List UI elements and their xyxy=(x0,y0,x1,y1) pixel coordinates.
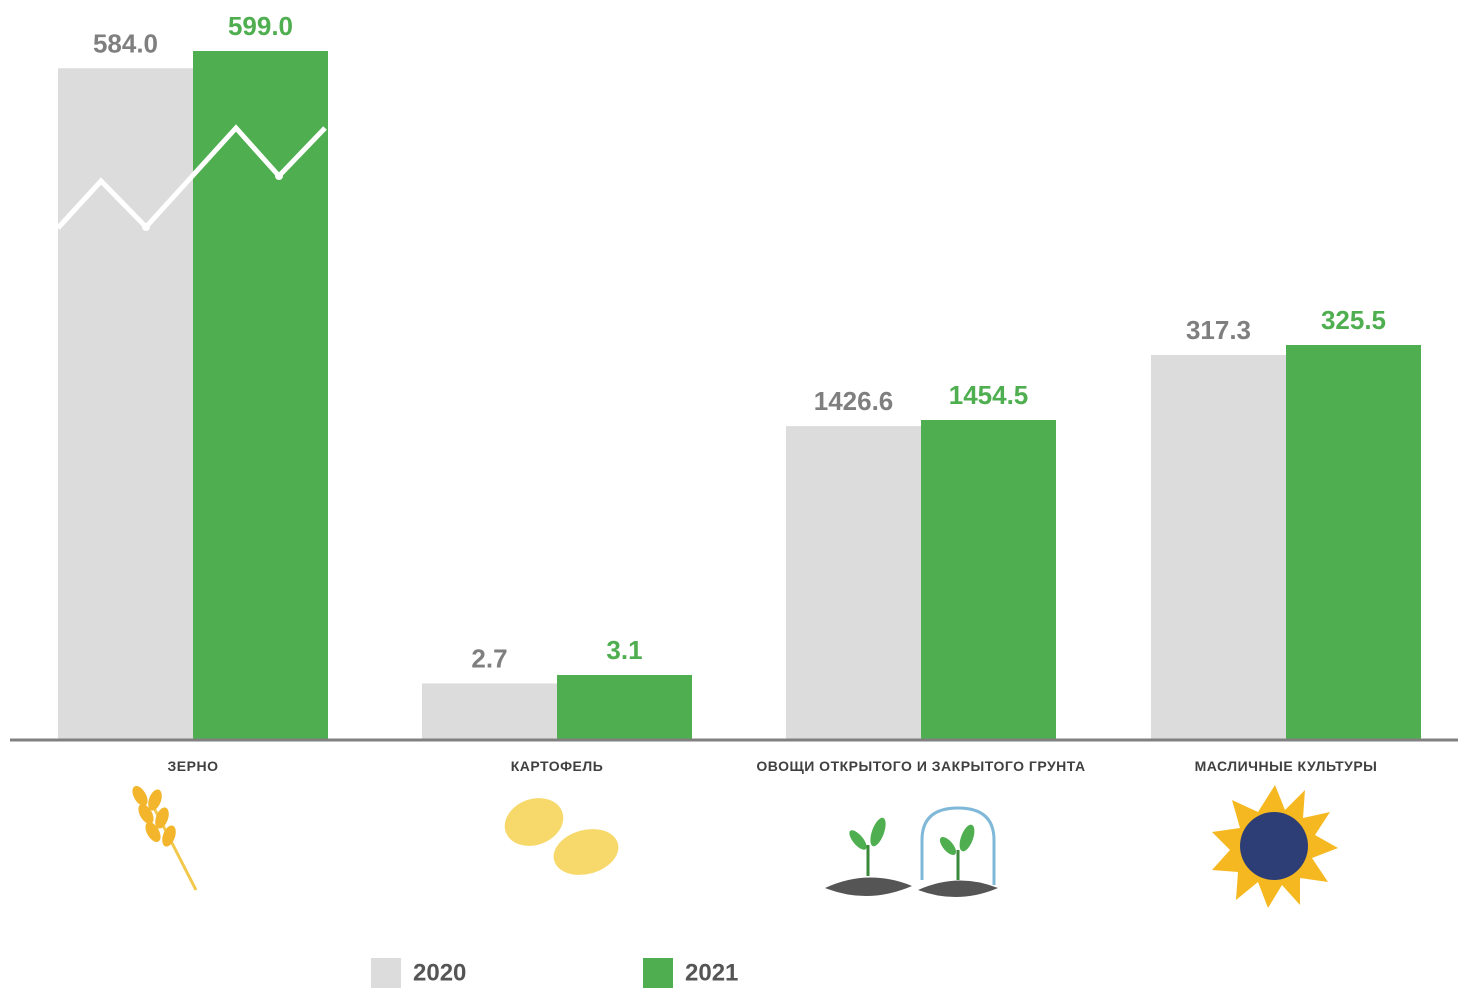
value-label: 599.0 xyxy=(228,11,293,41)
bar xyxy=(786,426,921,740)
value-label: 1426.6 xyxy=(814,386,894,416)
bar xyxy=(921,420,1056,740)
legend: 2020 2021 xyxy=(371,958,738,988)
icon-sunflower xyxy=(1212,785,1338,908)
bar xyxy=(58,68,193,740)
bar xyxy=(1151,354,1286,740)
bars xyxy=(58,51,1421,740)
value-label: 1454.5 xyxy=(949,380,1029,410)
legend-label: 2021 xyxy=(685,959,738,986)
legend-label: 2020 xyxy=(413,959,466,986)
axis-break xyxy=(56,124,327,231)
category-label: ЗЕРНО xyxy=(167,758,219,774)
category-label: КАРТОФЕЛЬ xyxy=(510,758,604,774)
bar xyxy=(1286,345,1421,740)
value-label: 325.5 xyxy=(1321,305,1386,335)
bar xyxy=(193,51,328,740)
bar xyxy=(557,675,692,740)
value-label: 584.0 xyxy=(93,28,158,58)
icon-potato xyxy=(504,798,619,875)
value-label: 317.3 xyxy=(1186,315,1251,345)
category-label: ОВОЩИ ОТКРЫТОГО И ЗАКРЫТОГО ГРУНТА xyxy=(756,758,1086,774)
category-label: МАСЛИЧНЫЕ КУЛЬТУРЫ xyxy=(1194,758,1378,774)
legend-swatch xyxy=(371,958,401,988)
icon-wheat xyxy=(132,786,198,891)
legend-swatch xyxy=(643,958,673,988)
icon-vegetables xyxy=(825,806,998,898)
value-label: 3.1 xyxy=(606,635,642,665)
bar xyxy=(422,683,557,740)
value-label: 2.7 xyxy=(471,643,507,673)
